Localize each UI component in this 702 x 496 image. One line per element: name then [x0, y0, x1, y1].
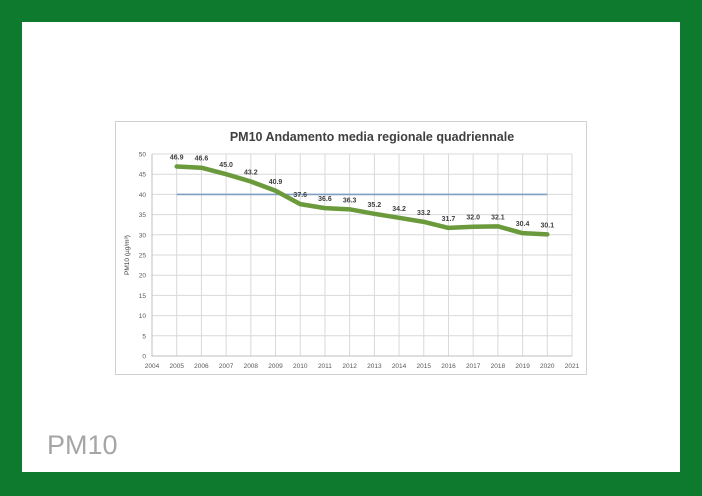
data-point	[471, 225, 475, 229]
x-tick-label: 2012	[342, 363, 357, 370]
y-tick-label: 40	[139, 192, 147, 199]
x-tick-label: 2021	[565, 363, 580, 370]
data-label: 31.7	[442, 216, 456, 223]
data-label: 36.3	[343, 197, 357, 204]
data-point	[323, 206, 327, 210]
data-label: 46.6	[195, 156, 209, 163]
data-label: 32.0	[466, 215, 480, 222]
data-label: 37.6	[293, 192, 307, 199]
y-tick-label: 15	[139, 293, 147, 300]
data-label: 36.6	[318, 196, 332, 203]
data-label: 35.2	[368, 202, 382, 209]
x-tick-label: 2013	[367, 363, 382, 370]
y-tick-label: 25	[139, 253, 147, 260]
data-point	[422, 220, 426, 224]
series-line	[174, 164, 550, 237]
x-tick-label: 2020	[540, 363, 555, 370]
data-label: 30.4	[516, 221, 530, 228]
data-point	[545, 232, 549, 236]
data-point	[274, 189, 278, 193]
x-tick-label: 2008	[244, 363, 259, 370]
data-label: 45.0	[219, 162, 233, 169]
y-tick-label: 20	[139, 273, 147, 280]
data-label: 46.9	[170, 155, 184, 162]
x-tick-label: 2014	[392, 363, 407, 370]
y-tick-label: 30	[139, 232, 147, 239]
x-tick-label: 2007	[219, 363, 234, 370]
x-tick-label: 2009	[268, 363, 283, 370]
y-tick-label: 50	[139, 152, 147, 159]
data-point	[199, 166, 203, 170]
x-tick-label: 2018	[491, 363, 506, 370]
data-label: 32.1	[491, 214, 505, 221]
x-tick-label: 2016	[441, 363, 456, 370]
data-label: 30.1	[540, 222, 554, 229]
y-tick-label: 35	[139, 212, 147, 219]
x-tick-label: 2015	[417, 363, 432, 370]
chart-title: PM10 Andamento media regionale quadrienn…	[230, 130, 514, 144]
data-point	[446, 226, 450, 230]
x-tick-label: 2010	[293, 363, 308, 370]
y-tick-label: 5	[142, 333, 146, 340]
data-point	[496, 224, 500, 228]
data-label: 34.2	[392, 206, 406, 213]
data-point	[521, 231, 525, 235]
x-tick-label: 2017	[466, 363, 481, 370]
data-point	[348, 207, 352, 211]
x-tick-label: 2005	[169, 363, 184, 370]
data-point	[175, 165, 179, 169]
x-tick-label: 2011	[318, 363, 332, 370]
data-label: 43.2	[244, 169, 258, 176]
data-point	[249, 179, 253, 183]
data-label: 40.9	[269, 179, 283, 186]
chart-container: PM10 Andamento media regionale quadrienn…	[115, 121, 587, 375]
x-tick-label: 2006	[194, 363, 209, 370]
x-tick-label: 2019	[515, 363, 530, 370]
y-tick-label: 45	[139, 172, 147, 179]
data-point	[372, 212, 376, 216]
data-point	[298, 202, 302, 206]
line-chart: PM10 Andamento media regionale quadrienn…	[124, 130, 580, 370]
slide-caption: PM10	[47, 430, 118, 460]
data-label: 33.2	[417, 210, 431, 217]
data-point	[397, 216, 401, 220]
y-tick-label: 10	[139, 313, 147, 320]
y-axis-label: PM10 (µg/m³)	[124, 235, 131, 275]
y-tick-label: 0	[142, 354, 146, 361]
data-point	[224, 172, 228, 176]
x-tick-label: 2004	[145, 363, 160, 370]
